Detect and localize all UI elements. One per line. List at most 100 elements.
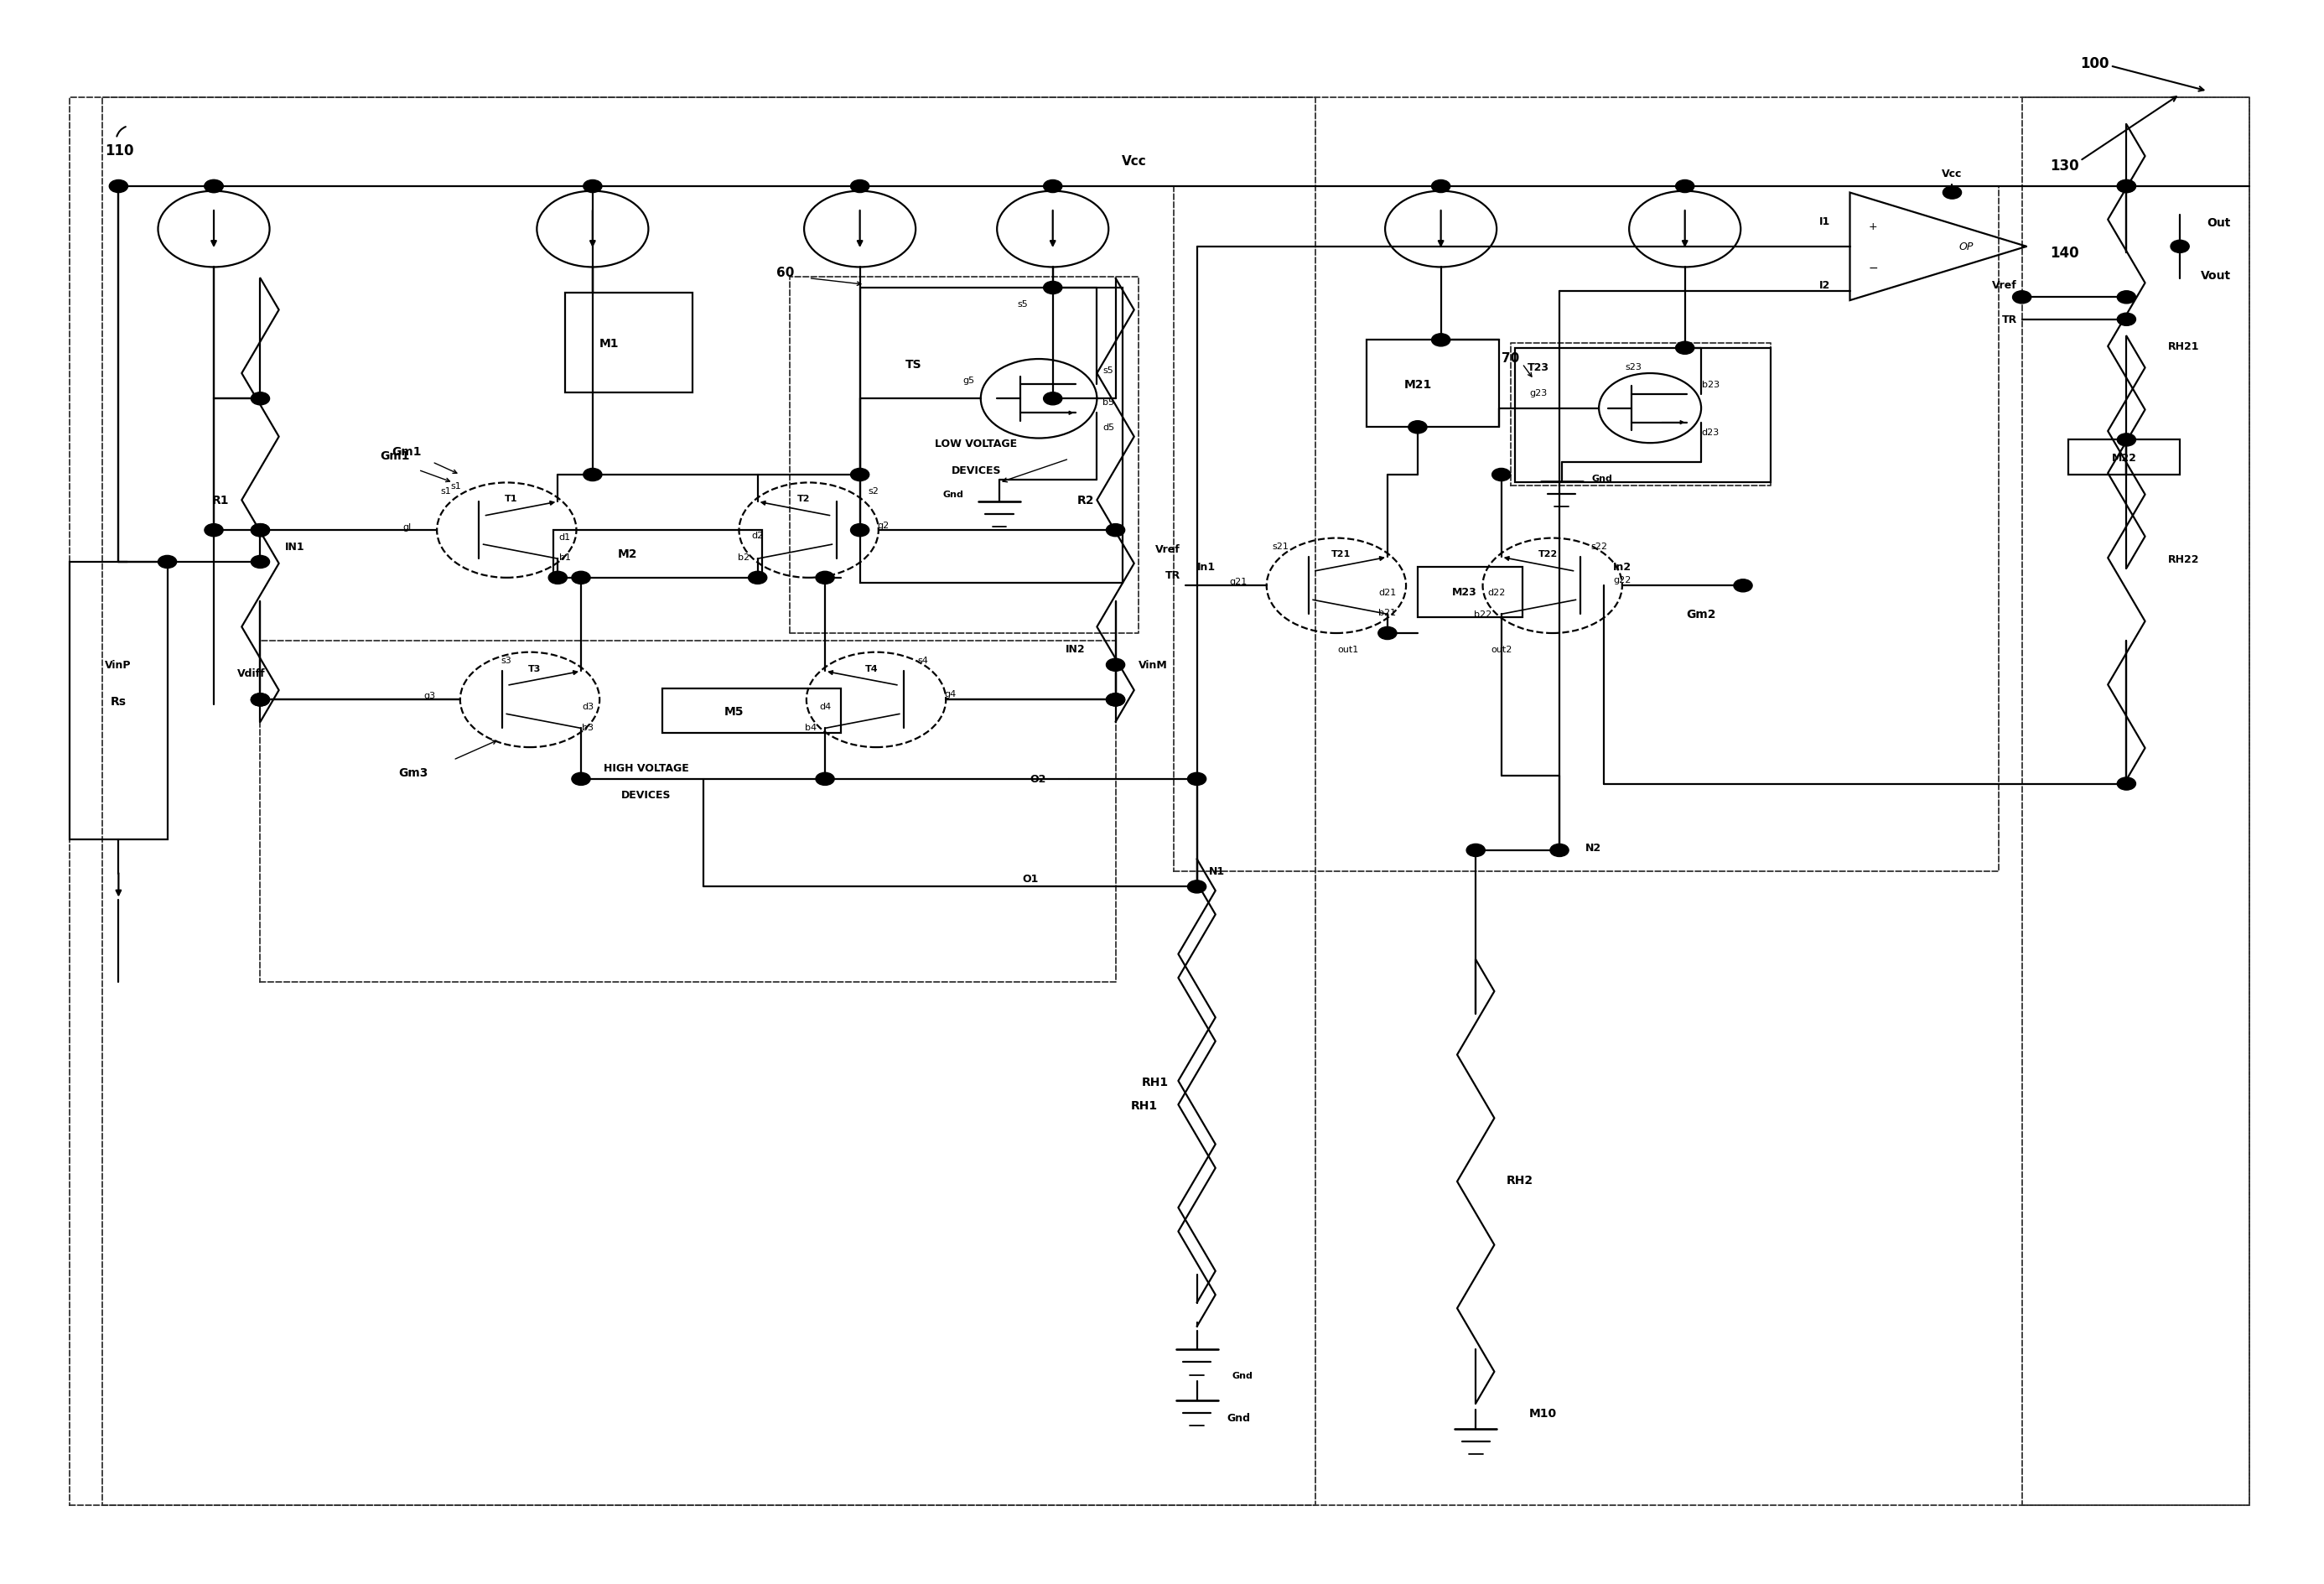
Circle shape — [851, 469, 869, 482]
Bar — [1174, 187, 1999, 871]
Bar — [2022, 98, 2250, 1505]
Text: b4: b4 — [804, 722, 818, 732]
Circle shape — [816, 572, 834, 584]
Circle shape — [1550, 844, 1569, 857]
Text: Vcc: Vcc — [1122, 155, 1146, 168]
Text: 130: 130 — [2050, 158, 2078, 174]
Text: RH21: RH21 — [2168, 342, 2201, 352]
Text: VinP: VinP — [105, 661, 130, 670]
Bar — [1418, 567, 1522, 618]
Circle shape — [572, 773, 590, 786]
Text: s2: s2 — [869, 486, 878, 496]
Bar — [1515, 348, 1771, 483]
Circle shape — [1043, 393, 1062, 406]
Bar — [102, 98, 1315, 1505]
Text: In2: In2 — [1613, 562, 1631, 572]
Text: s23: s23 — [1624, 363, 1643, 372]
Circle shape — [1734, 580, 1752, 592]
Text: d5: d5 — [1102, 423, 1116, 432]
Text: out1: out1 — [1336, 645, 1360, 654]
Circle shape — [851, 524, 869, 537]
Text: 110: 110 — [105, 143, 132, 158]
Text: b21: b21 — [1378, 608, 1397, 618]
Circle shape — [2117, 181, 2136, 193]
Circle shape — [1943, 187, 1961, 200]
Text: I1: I1 — [1820, 217, 1829, 227]
Text: d23: d23 — [1701, 428, 1720, 437]
Circle shape — [816, 773, 834, 786]
Circle shape — [1043, 181, 1062, 193]
Text: T21: T21 — [1332, 550, 1350, 559]
Circle shape — [548, 572, 567, 584]
Text: M2: M2 — [618, 548, 637, 561]
Text: s5: s5 — [1104, 366, 1113, 375]
Text: T4: T4 — [865, 664, 878, 673]
Circle shape — [1106, 694, 1125, 706]
Circle shape — [158, 556, 177, 569]
Bar — [553, 531, 762, 578]
Text: d22: d22 — [1487, 588, 1506, 597]
Text: Gnd: Gnd — [944, 489, 962, 499]
Text: O1: O1 — [1023, 874, 1039, 884]
Text: OP: OP — [1959, 242, 1973, 252]
Text: Out: Out — [2208, 217, 2231, 230]
Circle shape — [205, 181, 223, 193]
Text: M22: M22 — [2113, 453, 2136, 463]
Text: Gm1: Gm1 — [381, 450, 409, 463]
Text: Gm3: Gm3 — [400, 767, 428, 779]
Circle shape — [251, 524, 270, 537]
Text: R2: R2 — [1076, 494, 1095, 507]
Circle shape — [1466, 844, 1485, 857]
Text: g2: g2 — [876, 521, 890, 531]
Circle shape — [1106, 694, 1125, 706]
Text: T1: T1 — [504, 494, 518, 504]
Circle shape — [109, 181, 128, 193]
Text: Vref: Vref — [1155, 545, 1181, 554]
Circle shape — [1043, 282, 1062, 295]
Text: d3: d3 — [581, 702, 595, 711]
Text: RH1: RH1 — [1141, 1076, 1169, 1088]
Text: O2: O2 — [1030, 775, 1046, 784]
Circle shape — [2117, 291, 2136, 304]
Text: 140: 140 — [2050, 246, 2078, 261]
Text: s3: s3 — [502, 656, 511, 665]
Text: TS: TS — [904, 358, 923, 371]
Circle shape — [1432, 181, 1450, 193]
Text: s21: s21 — [1271, 542, 1290, 551]
Circle shape — [1676, 342, 1694, 355]
Text: M23: M23 — [1452, 588, 1476, 597]
Text: T2: T2 — [797, 494, 811, 504]
Text: Rs: Rs — [112, 695, 125, 708]
Circle shape — [1492, 469, 1511, 482]
Text: 60: 60 — [776, 266, 795, 279]
Text: IN2: IN2 — [1064, 645, 1085, 654]
Text: s1: s1 — [442, 486, 451, 496]
Circle shape — [2013, 291, 2031, 304]
Circle shape — [1188, 773, 1206, 786]
Text: s22: s22 — [1590, 542, 1608, 551]
Circle shape — [1432, 334, 1450, 347]
Text: LOW VOLTAGE: LOW VOLTAGE — [934, 439, 1018, 448]
Circle shape — [2117, 181, 2136, 193]
Text: T3: T3 — [528, 664, 541, 673]
Text: −: − — [1868, 261, 1878, 274]
Circle shape — [251, 393, 270, 406]
Text: s4: s4 — [918, 656, 927, 665]
Text: HIGH VOLTAGE: HIGH VOLTAGE — [604, 763, 688, 773]
Text: R1: R1 — [211, 494, 230, 507]
Text: d1: d1 — [558, 532, 572, 542]
Circle shape — [1676, 181, 1694, 193]
Text: Vdiff: Vdiff — [237, 668, 265, 678]
Bar — [1367, 341, 1499, 428]
Text: RH22: RH22 — [2168, 554, 2201, 564]
Text: M21: M21 — [1404, 379, 1432, 391]
Text: Vcc: Vcc — [1943, 169, 1961, 179]
Circle shape — [572, 572, 590, 584]
Text: g4: g4 — [944, 689, 957, 699]
Text: IN1: IN1 — [286, 542, 304, 551]
Text: Gm1: Gm1 — [393, 445, 421, 458]
Text: T23: T23 — [1527, 363, 1550, 372]
Bar — [1511, 344, 1771, 486]
Bar — [662, 689, 841, 733]
Bar — [70, 98, 2250, 1505]
